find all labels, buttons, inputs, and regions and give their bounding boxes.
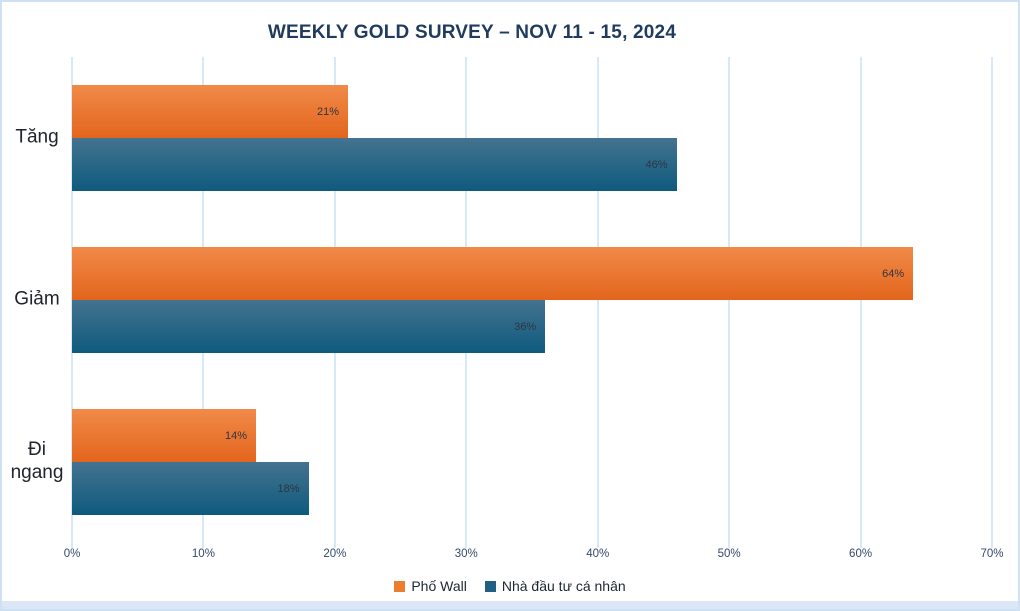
tick-mark <box>596 543 599 548</box>
bar-value-label: 21% <box>316 105 339 118</box>
category-label-tang: Tăng <box>15 126 59 148</box>
gridline-50% <box>728 57 731 543</box>
bar-nha-au-tu-ca-nhan-tang: 46% <box>72 138 677 191</box>
category-label-giam: Giảm <box>14 288 60 310</box>
chart-title: WEEKLY GOLD SURVEY – NOV 11 - 15, 2024 <box>267 22 677 43</box>
bar-pho-wall-giam: 64% <box>72 247 914 300</box>
tick-mark <box>991 543 993 548</box>
plot-area: 21% 46% 64% 36% 14% 18% <box>71 57 993 548</box>
legend-label: Phố Wall <box>411 578 467 594</box>
gridline-40% <box>596 57 599 543</box>
x-axis-tick-label: 30% <box>454 548 478 560</box>
bottom-strip <box>2 601 1018 609</box>
bar-value-label: 64% <box>882 267 905 280</box>
x-axis-tick-label: 70% <box>980 548 1004 560</box>
bar-pho-wall-i-ngang: 14% <box>72 409 256 462</box>
bar-value-label: 36% <box>514 320 537 333</box>
legend-label: Nhà đầu tư cá nhân <box>501 578 626 594</box>
category-label-i-ngang: Đi ngang <box>10 439 64 483</box>
gridline-70% <box>991 57 993 543</box>
bar-value-label: 46% <box>645 158 668 171</box>
legend-swatch-nha-au-tu-ca-nhan <box>484 580 496 592</box>
tick-mark <box>333 543 336 548</box>
x-axis-tick-label: 20% <box>323 548 347 560</box>
bar-nha-au-tu-ca-nhan-giam: 36% <box>72 300 546 353</box>
legend-item-nha-au-tu-ca-nhan: Nhà đầu tư cá nhân <box>484 578 626 594</box>
tick-mark <box>859 543 862 548</box>
tick-mark <box>465 543 468 548</box>
tick-mark <box>728 543 731 548</box>
legend-item-pho-wall: Phố Wall <box>394 578 467 594</box>
legend: Phố Wall Nhà đầu tư cá nhân <box>2 578 1018 594</box>
x-axis-tick-label: 40% <box>586 548 610 560</box>
bar-value-label: 18% <box>277 482 300 495</box>
bar-nha-au-tu-ca-nhan-i-ngang: 18% <box>72 462 309 515</box>
bar-pho-wall-tang: 21% <box>72 85 348 138</box>
x-axis-tick-label: 0% <box>63 548 81 560</box>
tick-mark <box>71 543 73 548</box>
gridline-60% <box>859 57 862 543</box>
legend-swatch-pho-wall <box>394 580 406 592</box>
bar-value-label: 14% <box>224 429 247 442</box>
x-axis-tick-label: 50% <box>717 548 741 560</box>
x-axis-tick-label: 10% <box>191 548 215 560</box>
x-axis-tick-label: 60% <box>849 548 873 560</box>
tick-mark <box>202 543 205 548</box>
